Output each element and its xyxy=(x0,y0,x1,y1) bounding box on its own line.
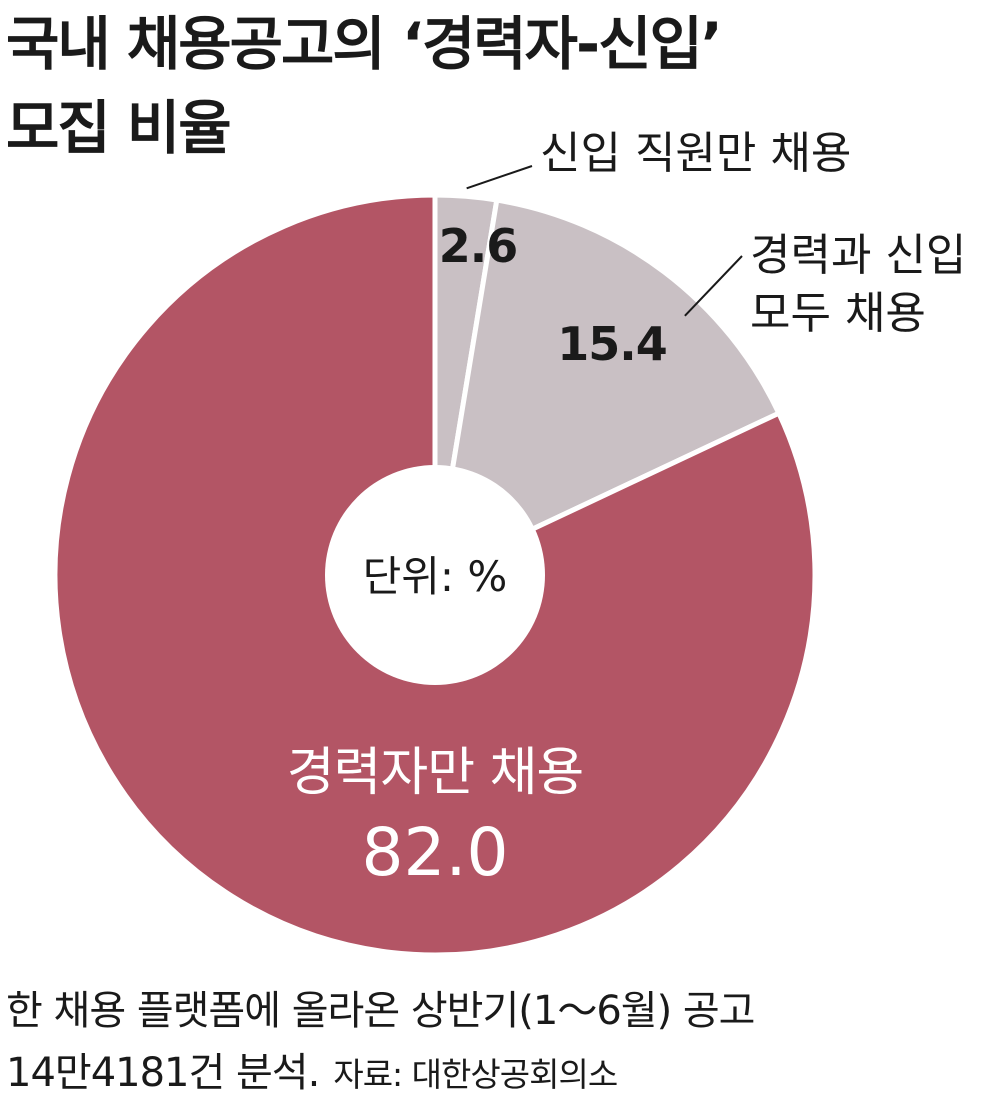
leader-line-slice-1 xyxy=(466,165,533,190)
data-label-slice-1: 2.6 xyxy=(439,219,518,273)
footnote-line-2: 14만4181건 분석. 자료: 대한상공회의소 xyxy=(6,1042,754,1106)
category-label-slice-2-line-1: 경력과 신입 xyxy=(750,230,966,281)
chart-title-line-2: 모집 비율 xyxy=(6,94,232,162)
source-text: 자료: 대한상공회의소 xyxy=(333,1055,618,1094)
pie-slice-2 xyxy=(432,197,782,578)
unit-label: 단위: % xyxy=(363,552,508,601)
donut-hole xyxy=(325,465,545,685)
category-label-slice-2-line-2: 모두 채용 xyxy=(750,288,926,339)
chart-title: 국내 채용공고의 ‘경력자-신입’ 모집 비율 xyxy=(6,2,723,170)
category-label-slice-1: 신입 직원만 채용 xyxy=(540,128,851,179)
category-label-slice-3: 경력자만 채용 xyxy=(287,743,584,803)
data-label-slice-2: 15.4 xyxy=(557,317,667,371)
footnote: 한 채용 플랫폼에 올라온 상반기(1～6월) 공고 14만4181건 분석. 자… xyxy=(6,980,755,1106)
footnote-sample-text: 14만4181건 분석. xyxy=(6,1050,320,1096)
footnote-line-1: 한 채용 플랫폼에 올라온 상반기(1～6월) 공고 xyxy=(6,988,755,1034)
data-label-slice-3: 82.0 xyxy=(362,814,509,891)
leader-line-slice-2 xyxy=(684,255,743,317)
chart-title-line-1: 국내 채용공고의 ‘경력자-신입’ xyxy=(6,10,723,78)
